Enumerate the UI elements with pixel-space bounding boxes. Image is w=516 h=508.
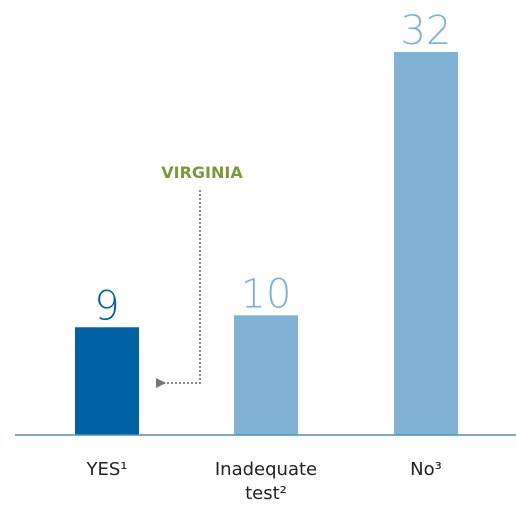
x-tick-label: Inadequate test² bbox=[214, 459, 318, 504]
value-label: 10 bbox=[241, 271, 292, 317]
x-tick-label: No³ bbox=[410, 459, 442, 480]
x-tick-label: YES¹ bbox=[86, 459, 128, 480]
bar bbox=[75, 327, 139, 435]
annotation: VIRGINIA bbox=[161, 163, 243, 182]
value-label: 32 bbox=[401, 8, 452, 54]
value-label: 9 bbox=[94, 283, 119, 329]
bar bbox=[394, 52, 458, 435]
annotation-arrow bbox=[156, 190, 201, 388]
bar bbox=[234, 315, 298, 435]
